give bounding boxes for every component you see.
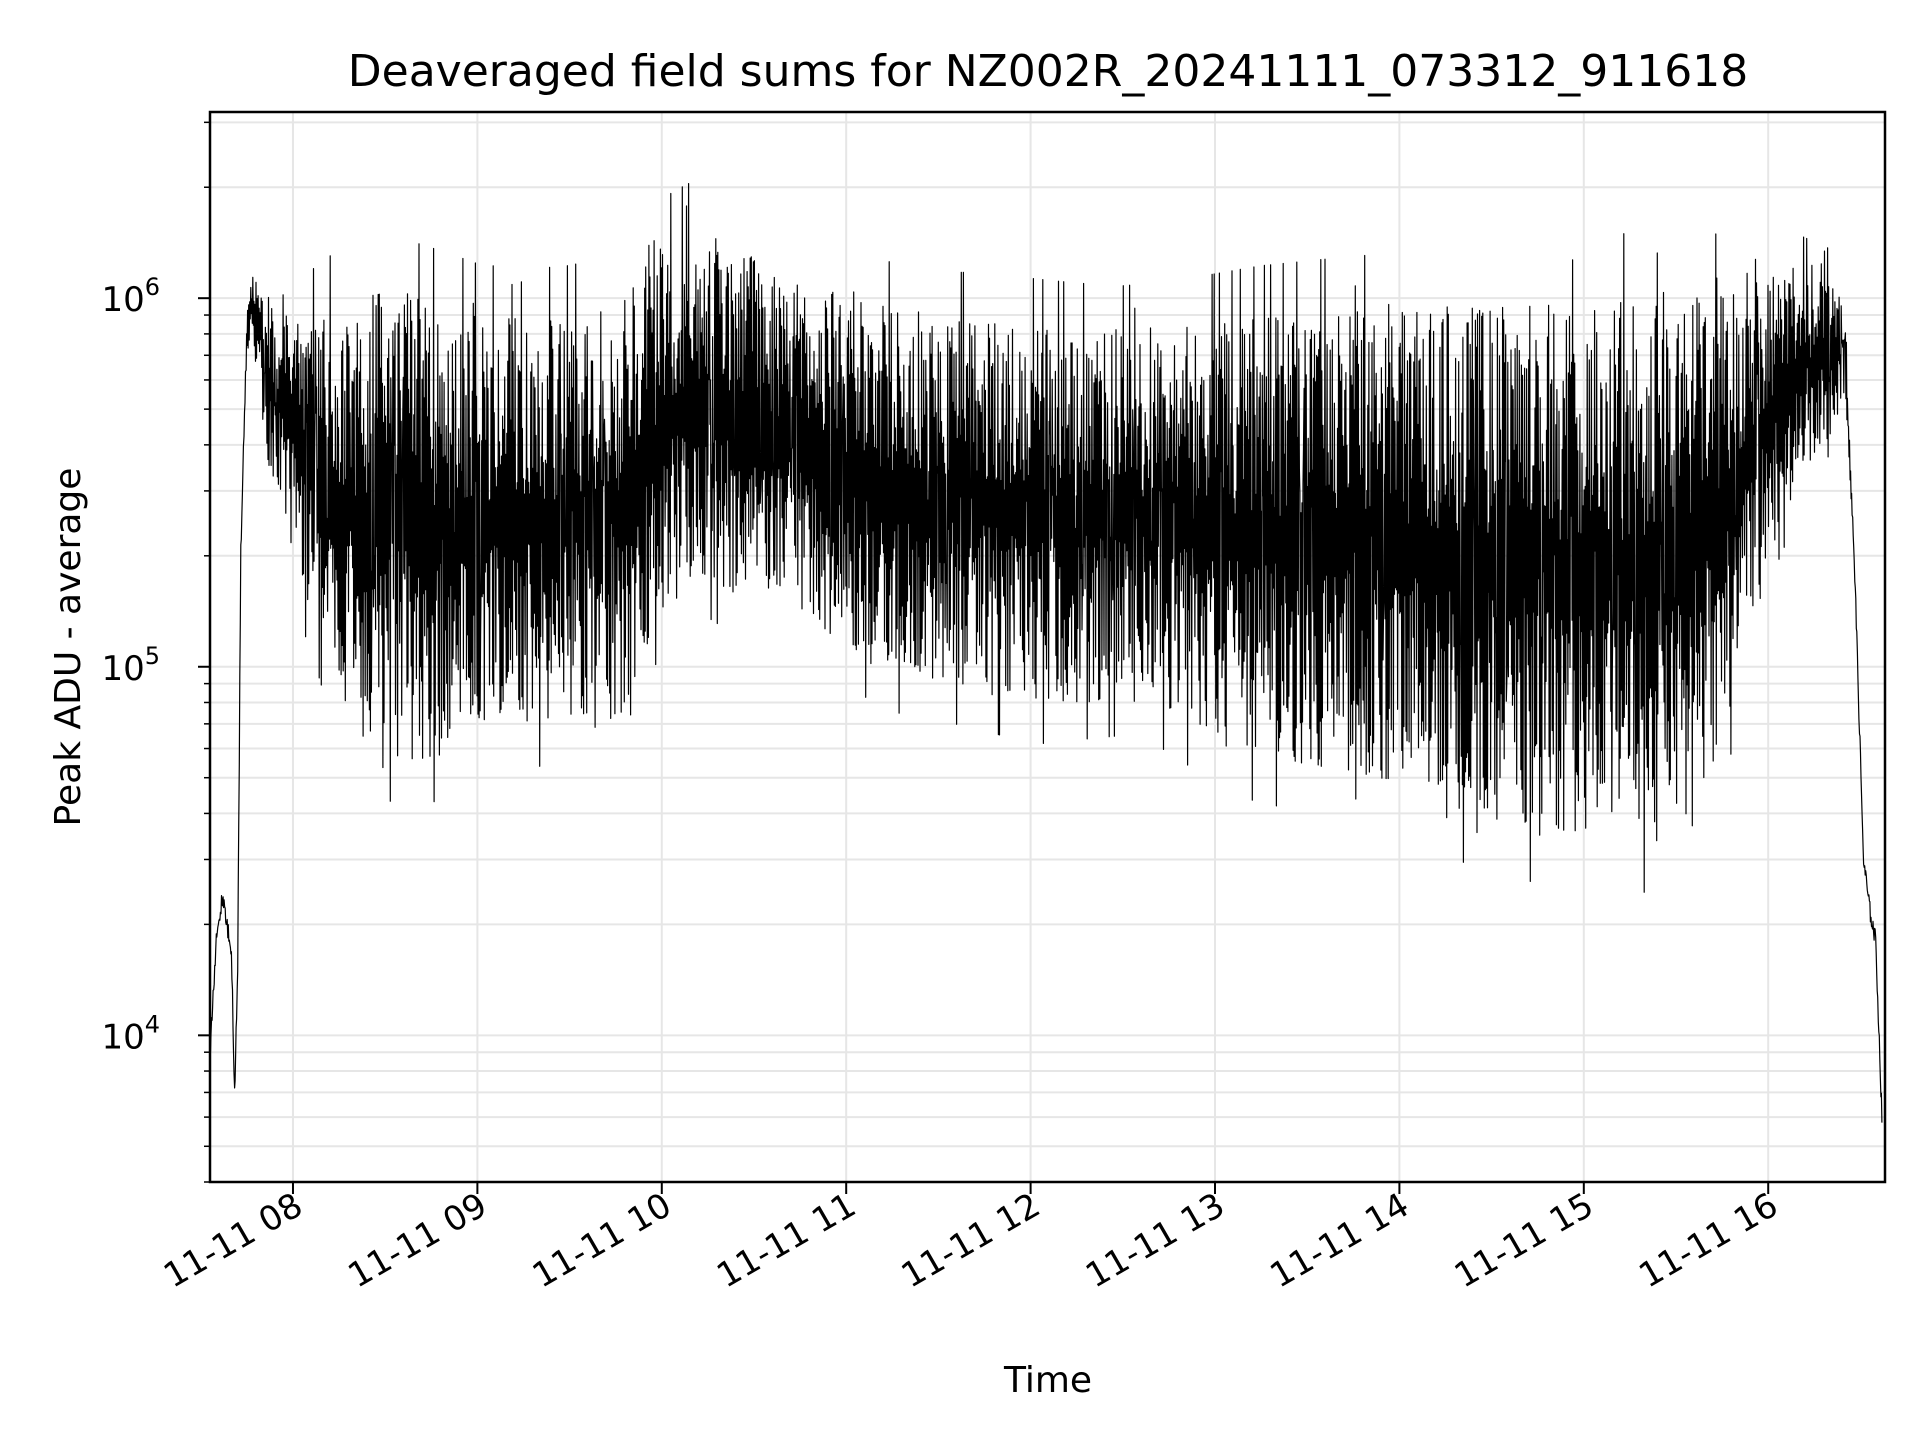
x-axis-label: Time — [1003, 1360, 1092, 1401]
x-tick-label: 11-11 11 — [710, 1185, 862, 1296]
axis-ticks — [198, 121, 1770, 1194]
chart-title: Deaveraged field sums for NZ002R_2024111… — [348, 46, 1748, 97]
y-tick-label: 105 — [101, 642, 160, 689]
x-tick-label: 11-11 12 — [895, 1185, 1047, 1296]
x-tick-label: 11-11 08 — [157, 1185, 309, 1296]
y-tick-label: 104 — [101, 1010, 160, 1057]
x-tick-label: 11-11 09 — [341, 1185, 493, 1296]
series-line — [209, 183, 1883, 1123]
x-tick-label: 11-11 16 — [1632, 1185, 1784, 1296]
y-axis-label: Peak ADU - average — [48, 468, 89, 827]
y-tick-label: 106 — [101, 273, 160, 320]
x-tick-label: 11-11 10 — [526, 1185, 678, 1296]
x-tick-label: 11-11 15 — [1448, 1185, 1600, 1296]
x-tick-label: 11-11 13 — [1079, 1185, 1231, 1296]
plot-series — [209, 183, 1883, 1123]
plot-frame — [208, 110, 1887, 1184]
x-tick-label: 11-11 14 — [1264, 1185, 1416, 1296]
